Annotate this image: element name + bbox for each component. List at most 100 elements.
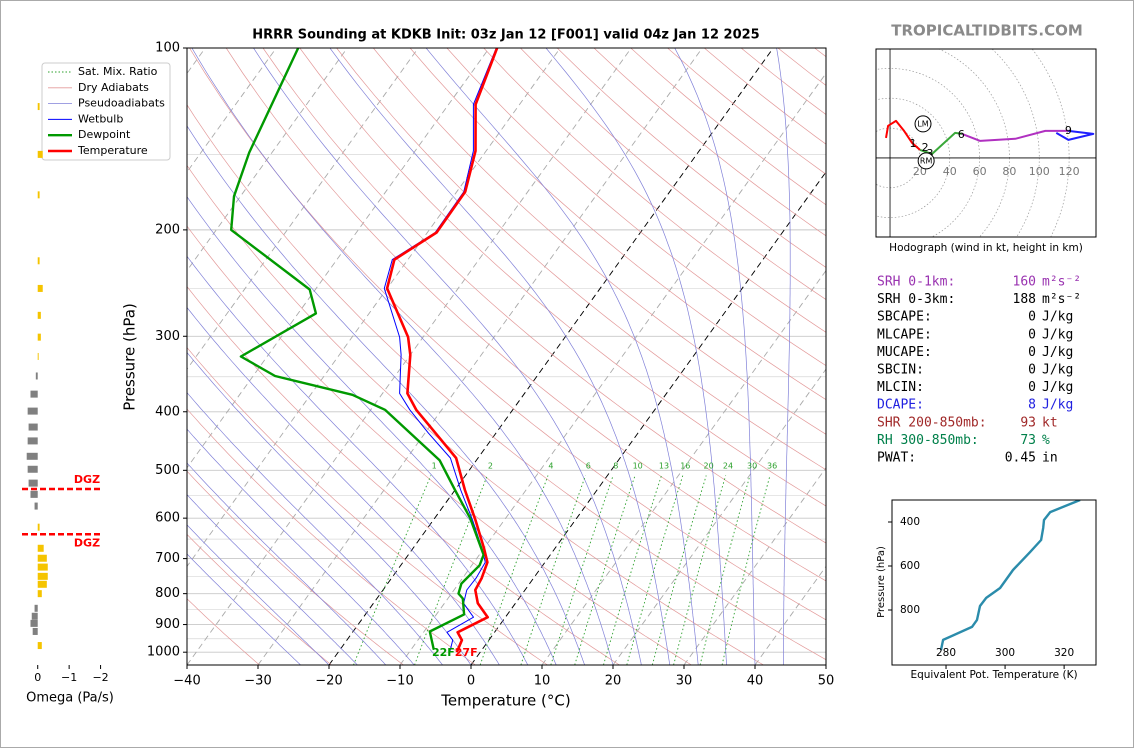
pseudoadiabat [187,494,358,665]
omega-bar [34,502,38,510]
y-tick-label: 500 [155,463,180,478]
x-axis-label: Omega (Pa/s) [26,691,114,706]
height-label: 2 [922,141,929,154]
pseudoadiabat [674,48,756,665]
x-axis-label: Equivalent Pot. Temperature (K) [910,669,1077,681]
mixing-ratio-line [574,475,636,665]
stat-label: SBCAPE: [877,310,932,325]
legend-label: Wetbulb [78,112,123,125]
hodograph-trace [961,129,1069,142]
mixing-ratio-line [479,475,549,665]
height-label: 1 [910,137,917,150]
stat-value: 93 [1020,415,1036,430]
omega-bar [28,479,38,487]
legend-label: Dewpoint [78,128,131,141]
x-tick-label: −20 [315,674,342,689]
omega-bar [27,465,38,473]
omega-bar [37,544,44,552]
stat-value: 0 [1028,327,1036,342]
x-tick-label: 10 [534,674,551,689]
stat-value: 0 [1028,363,1036,378]
mixing-ratio-line [651,475,707,665]
pseudoadiabat [187,392,443,665]
dry-adiabat [409,48,826,401]
omega-bar [37,284,43,292]
y-tick-label: 400 [155,404,180,419]
x-tick-label: 320 [1054,647,1074,659]
pseudoadiabat [545,48,727,665]
legend-label: Temperature [77,144,148,157]
stat-value: 188 [1013,292,1036,307]
mixing-ratio-label: 8 [613,462,618,471]
x-tick-label: −2 [92,671,108,684]
stat-label: MLCAPE: [877,327,932,342]
skewt-plot-area: 1 2 4 6 8 10 13 16 20 24 30 36 [187,48,826,665]
x-tick-label: −40 [173,674,200,689]
x-tick-label: 20 [605,674,622,689]
storm-motion-marker [914,115,932,133]
mixing-ratio-label: 16 [680,462,690,471]
mixing-ratio-label: 13 [659,462,669,471]
mixing-ratio-label: 1 [432,462,437,471]
mixing-ratio-line [520,475,586,665]
hodograph-trace [919,131,963,155]
y-tick-label: 600 [155,511,180,526]
omega-bar [37,257,40,265]
x-tick-label: 50 [818,674,835,689]
stat-value: 73 [1020,433,1036,448]
legend-label: Sat. Mix. Ratio [78,65,158,78]
ring-label: 100 [1029,165,1050,178]
x-tick-label: 280 [936,647,956,659]
stat-label: MUCAPE: [877,345,932,360]
x-tick-label: 30 [676,674,693,689]
dry-adiabat [446,48,826,367]
omega-bar [37,352,39,360]
dry-adiabat [262,48,826,544]
mixing-ratio-label: 30 [747,462,757,471]
pseudoadiabat [191,48,614,665]
dry-adiabat [373,48,826,435]
ring-label: 40 [943,165,957,178]
y-tick-label: 200 [155,222,180,237]
stat-label: MLCIN: [877,380,924,395]
isotherm [187,48,490,469]
plot-frame [186,47,827,666]
omega-bar [30,490,38,498]
stat-label: SBCIN: [877,363,924,378]
dry-adiabat [187,533,332,665]
x-tick-label: 300 [995,647,1015,659]
dry-adiabat [187,164,764,665]
stat-label: PWAT: [877,451,916,466]
stat-unit: kt [1042,415,1058,430]
highlight-isotherm [470,171,826,665]
hodograph-area: 2040608010012012369LMRM [876,49,1096,237]
mixing-ratio-label: 10 [633,462,643,471]
x-tick-label: −1 [61,671,77,684]
dry-adiabat [187,470,404,665]
omega-bar [37,523,40,531]
stat-label: SRH 0-3km: [877,292,955,307]
site-name: TROPICALTIDBITS.COM [891,22,1083,40]
isotherm [187,48,277,173]
x-tick-label: 0 [467,674,475,689]
stat-value: 8 [1028,398,1036,413]
mixing-ratio-label: 4 [548,462,553,471]
theta-frame [891,499,1097,666]
height-label: 9 [1065,124,1072,137]
x-tick-label: 40 [747,674,764,689]
ring-label: 80 [1002,165,1016,178]
mixing-ratio-line [626,475,684,665]
omega-bar [34,604,38,612]
storm-motion-label: LM [917,119,928,128]
theta-e-line [939,500,1081,651]
omega-bar [27,437,38,445]
omega-bar [37,554,47,562]
storm-motion-marker [917,152,935,170]
stat-value: 0 [1028,380,1036,395]
omega-bar [27,407,38,415]
dry-adiabat [225,48,826,582]
isotherm [541,269,826,665]
stat-unit: % [1042,433,1050,448]
omega-bar [37,103,40,111]
